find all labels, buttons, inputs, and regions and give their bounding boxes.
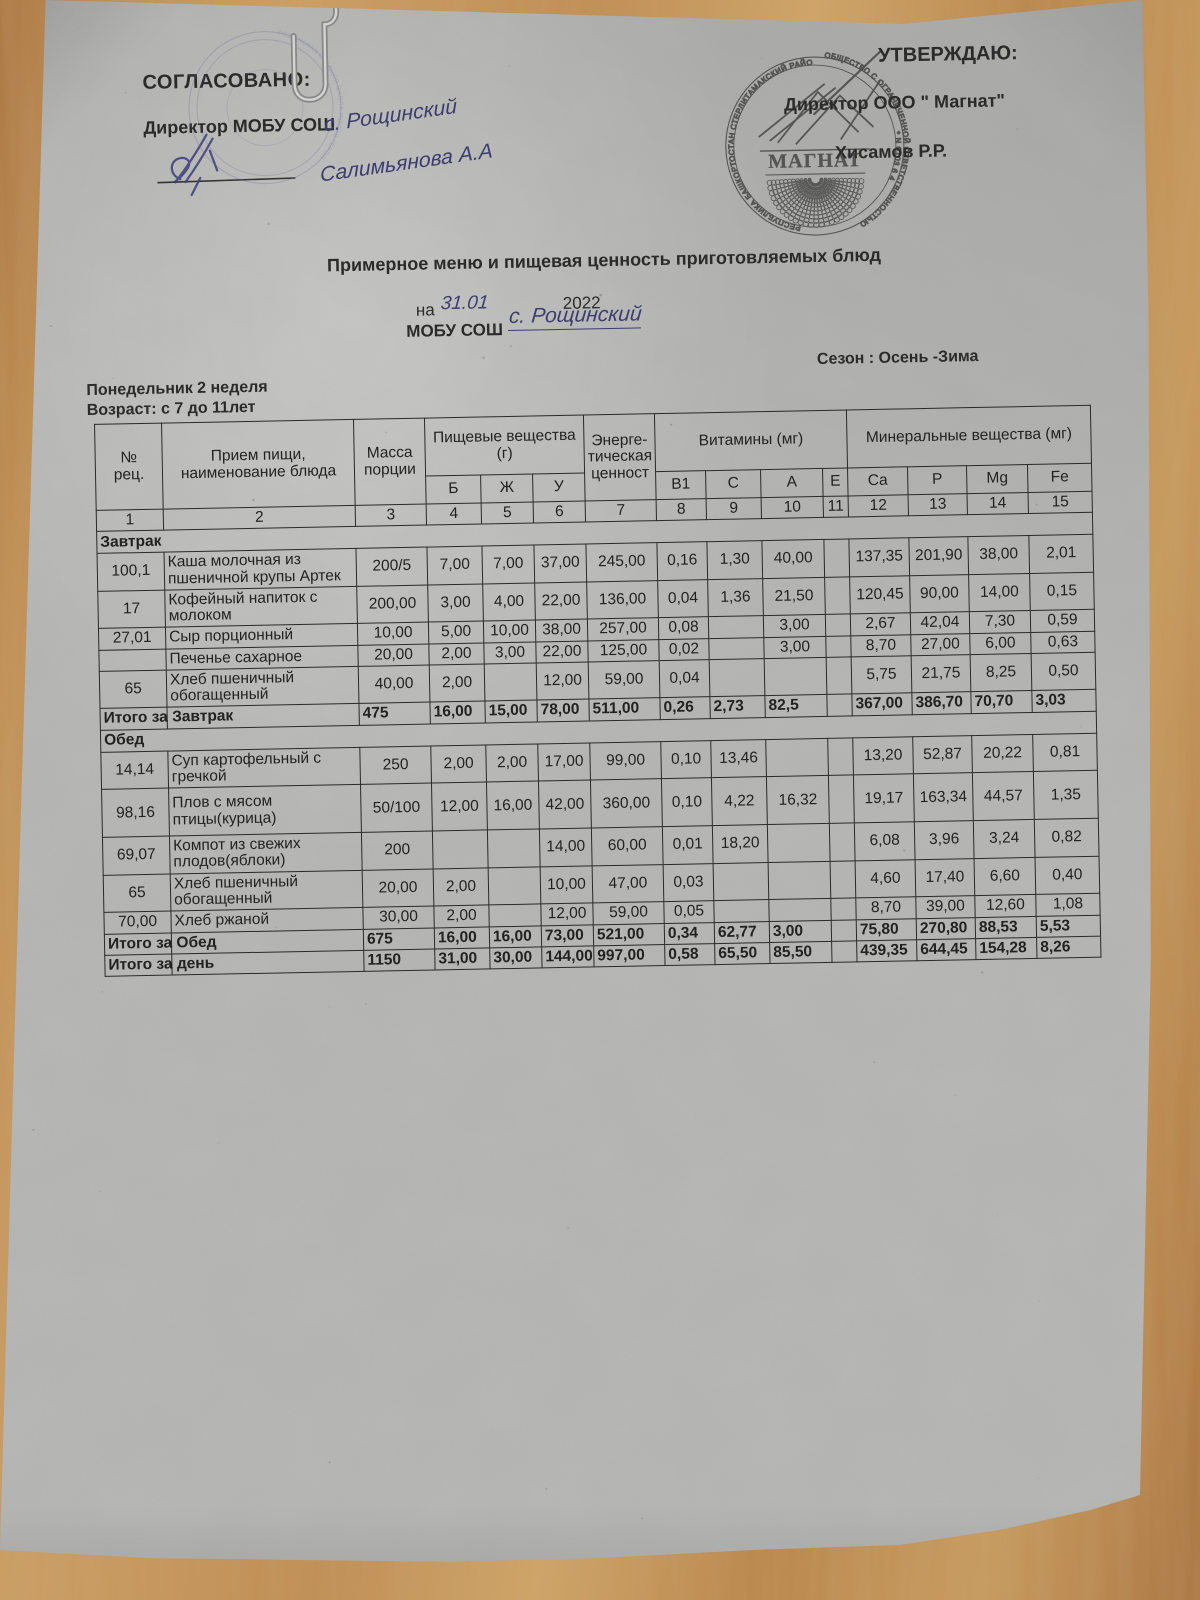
svg-text:МАГНАТ: МАГНАТ [768,149,862,173]
svg-text:* N 0103 6 4: * N 0103 6 4 [886,131,904,183]
